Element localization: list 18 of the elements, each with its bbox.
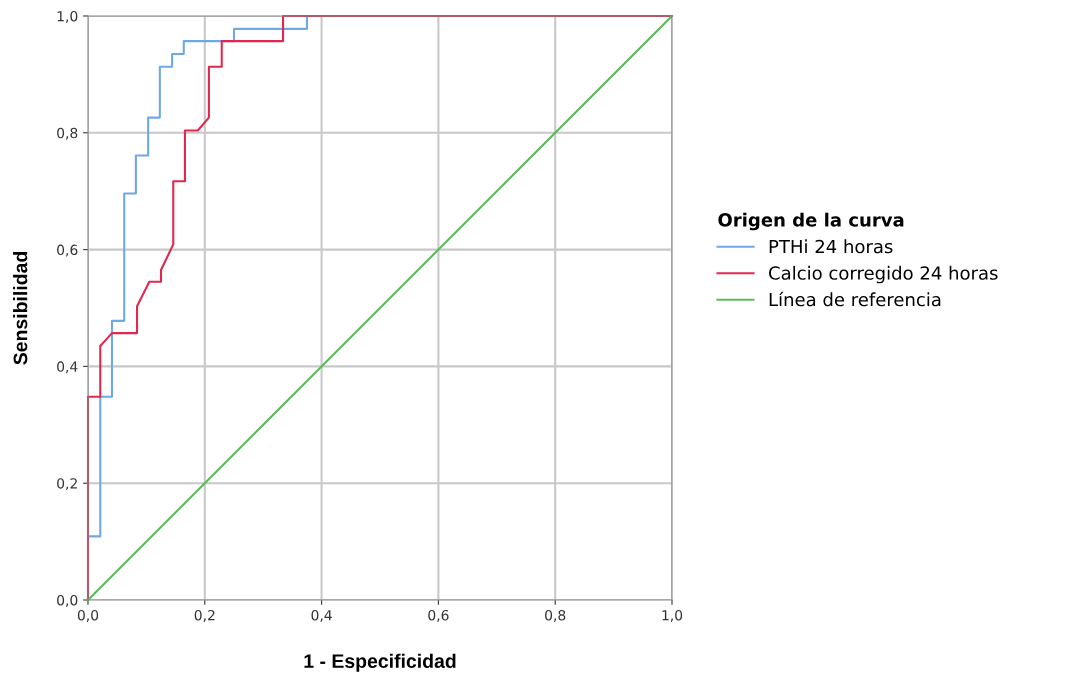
legend-label: Calcio corregido 24 horas <box>769 265 998 284</box>
x-tick-label: 0,0 <box>77 609 99 622</box>
y-tick-label: 0,2 <box>57 478 77 491</box>
legend-label: PTHi 24 horas <box>769 239 893 254</box>
y-tick-label: 0,0 <box>57 594 78 607</box>
y-tick-label: 0,8 <box>57 127 78 140</box>
x-tick-label: 0,6 <box>428 609 449 622</box>
x-tick-label: 0,2 <box>194 609 215 622</box>
legend-label: Línea de referencia <box>769 291 941 307</box>
y-tick-label: 0,4 <box>57 361 78 374</box>
legend-title: Origen de la curva <box>718 212 904 231</box>
x-axis-title: 1 - Especificidad <box>304 653 456 672</box>
x-tick-label: 0,4 <box>311 609 332 622</box>
y-tick-label: 1,0 <box>57 10 78 23</box>
y-axis-title: Sensibilidad <box>13 252 28 365</box>
y-tick-label: 0,6 <box>57 244 78 257</box>
x-tick-label: 0,8 <box>545 609 566 622</box>
x-tick-label: 1,0 <box>662 609 683 622</box>
